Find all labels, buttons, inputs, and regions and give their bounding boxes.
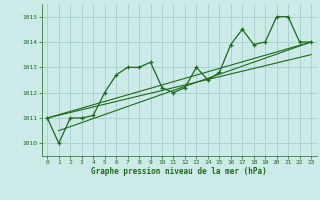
- X-axis label: Graphe pression niveau de la mer (hPa): Graphe pression niveau de la mer (hPa): [91, 167, 267, 176]
